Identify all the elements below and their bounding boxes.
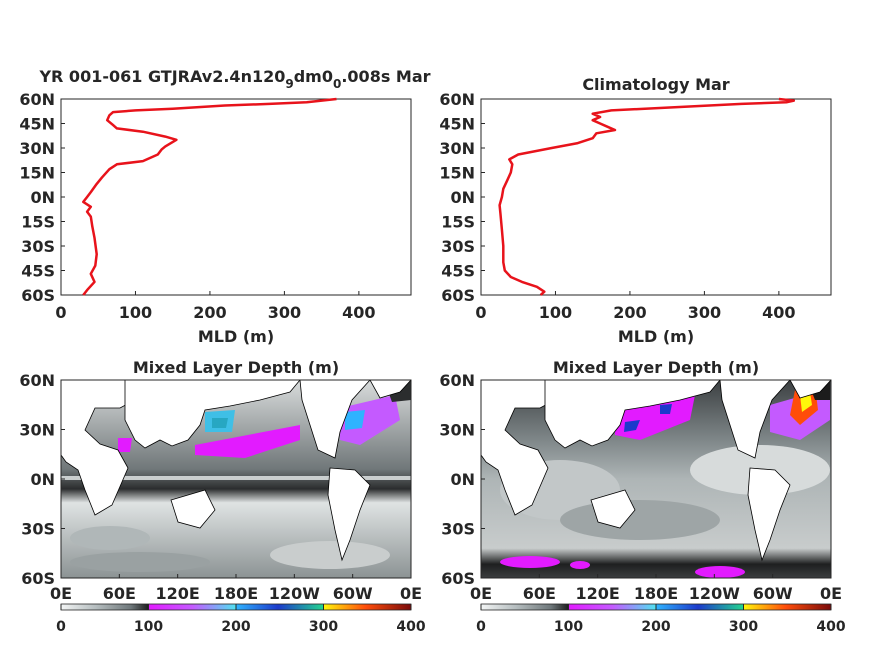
map-x-tick-label: 60W bbox=[753, 584, 793, 603]
axes-2: 0 100 200 300 400 60N 45N 30N 15N 0N 15S 30S 45S 60S bbox=[439, 90, 795, 322]
y-tick-label: 60N bbox=[19, 90, 55, 109]
y-tick-label: 30N bbox=[19, 139, 55, 158]
colorbar-tick-label: 400 bbox=[816, 619, 845, 635]
map-y-tick-label: 30S bbox=[21, 520, 55, 539]
map-y-tick-label: 0N bbox=[450, 470, 475, 489]
colorbar-tick-label: 300 bbox=[309, 619, 338, 635]
panel-4-title: Mixed Layer Depth (m) bbox=[553, 358, 759, 377]
colorbar-tick-label: 100 bbox=[554, 619, 583, 635]
colorbar-tick-label: 200 bbox=[641, 619, 670, 635]
x-tick-label: 100 bbox=[119, 303, 152, 322]
map-y-tick-label: 60S bbox=[441, 569, 475, 588]
map-x-tick-label: 60E bbox=[103, 584, 136, 603]
y-tick-label: 60S bbox=[21, 286, 55, 305]
mld-field-model bbox=[61, 380, 411, 578]
x-tick-label: 400 bbox=[342, 303, 375, 322]
x-tick-label: 200 bbox=[193, 303, 226, 322]
map-x-tick-label: 120W bbox=[269, 584, 320, 603]
y-tick-label: 60S bbox=[441, 286, 475, 305]
y-tick-label: 45S bbox=[21, 262, 55, 281]
map-x-tick-label: 180E bbox=[634, 584, 678, 603]
y-tick-label: 15S bbox=[441, 213, 475, 232]
map-x-tick-label: 0E bbox=[470, 584, 492, 603]
y-tick-label: 45S bbox=[441, 262, 475, 281]
land-masses bbox=[61, 380, 411, 562]
map-x-tick-label: 0E bbox=[820, 584, 842, 603]
x-tick-label: 0 bbox=[475, 303, 486, 322]
axes-1: 0 100 200 300 400 60N 45N 30N 15N 0N 15S 30S 45S 60S bbox=[19, 90, 375, 322]
y-tick-label: 45N bbox=[19, 115, 55, 134]
colorbar-tick-label: 400 bbox=[396, 619, 425, 635]
colorbar-tick-label: 0 bbox=[476, 619, 486, 635]
x-tick-label: 100 bbox=[539, 303, 572, 322]
map-y-tick-label: 60N bbox=[439, 371, 475, 390]
x-tick-label: 200 bbox=[613, 303, 646, 322]
plot-area-1 bbox=[60, 98, 412, 296]
colorbar-ticks-4: 0 100 200 300 400 bbox=[476, 604, 846, 635]
map-x-tick-label: 60E bbox=[523, 584, 556, 603]
map-x-tick-label: 120W bbox=[689, 584, 740, 603]
colorbar-tick-label: 300 bbox=[729, 619, 758, 635]
map-panel-climatology: Mixed Layer Depth (m) bbox=[439, 358, 846, 635]
colorbar-tick-label: 100 bbox=[134, 619, 163, 635]
xlabel-2: MLD (m) bbox=[618, 327, 694, 346]
plot-area-2 bbox=[480, 98, 832, 296]
panel-2-title: Climatology Mar bbox=[582, 75, 729, 94]
y-tick-label: 15N bbox=[439, 164, 475, 183]
y-tick-label: 0N bbox=[450, 188, 475, 207]
colorbar-ticks-3: 0 100 200 300 400 bbox=[56, 604, 426, 635]
map-y-tick-label: 0N bbox=[30, 470, 55, 489]
x-tick-label: 300 bbox=[688, 303, 721, 322]
y-tick-label: 0N bbox=[30, 188, 55, 207]
map-x-tick-label: 120E bbox=[156, 584, 200, 603]
y-tick-label: 15S bbox=[21, 213, 55, 232]
x-tick-label: 300 bbox=[268, 303, 301, 322]
map-x-tick-label: 180E bbox=[214, 584, 258, 603]
y-tick-label: 30S bbox=[21, 237, 55, 256]
map-x-tick-label: 0E bbox=[400, 584, 422, 603]
map-y-tick-label: 30S bbox=[441, 520, 475, 539]
series-line-climatology bbox=[498, 97, 796, 296]
land-masses-2 bbox=[481, 380, 831, 562]
map-y-tick-label: 60S bbox=[21, 569, 55, 588]
map-x-tick-label: 0E bbox=[50, 584, 72, 603]
colorbar-tick-label: 0 bbox=[56, 619, 66, 635]
map-y-tick-label: 30N bbox=[19, 421, 55, 440]
series-line-model bbox=[82, 97, 337, 296]
y-tick-label: 15N bbox=[19, 164, 55, 183]
colorbar-tick-label: 200 bbox=[221, 619, 250, 635]
map-y-tick-label: 60N bbox=[19, 371, 55, 390]
y-tick-label: 45N bbox=[439, 115, 475, 134]
panel-3-title: Mixed Layer Depth (m) bbox=[133, 358, 339, 377]
map-panel-model: Mixed Layer Depth (m) bbox=[19, 358, 426, 635]
panel-1-title: YR 001-061 GTJRAv2.4n1209dm00.008s Mar bbox=[38, 67, 430, 91]
mld-field-climatology bbox=[481, 380, 831, 578]
xlabel-1: MLD (m) bbox=[198, 327, 274, 346]
x-tick-label: 400 bbox=[762, 303, 795, 322]
map-x-tick-label: 120E bbox=[576, 584, 620, 603]
x-tick-label: 0 bbox=[55, 303, 66, 322]
map-x-tick-label: 60W bbox=[333, 584, 373, 603]
profile-panel-model: YR 001-061 GTJRAv2.4n1209dm00.008s Mar 0… bbox=[19, 67, 430, 346]
map-y-tick-label: 30N bbox=[439, 421, 475, 440]
y-tick-label: 60N bbox=[439, 90, 475, 109]
y-tick-label: 30S bbox=[441, 237, 475, 256]
y-tick-label: 30N bbox=[439, 139, 475, 158]
profile-panel-climatology: Climatology Mar 0 100 200 300 400 60N 45N 30N 15… bbox=[439, 75, 832, 346]
